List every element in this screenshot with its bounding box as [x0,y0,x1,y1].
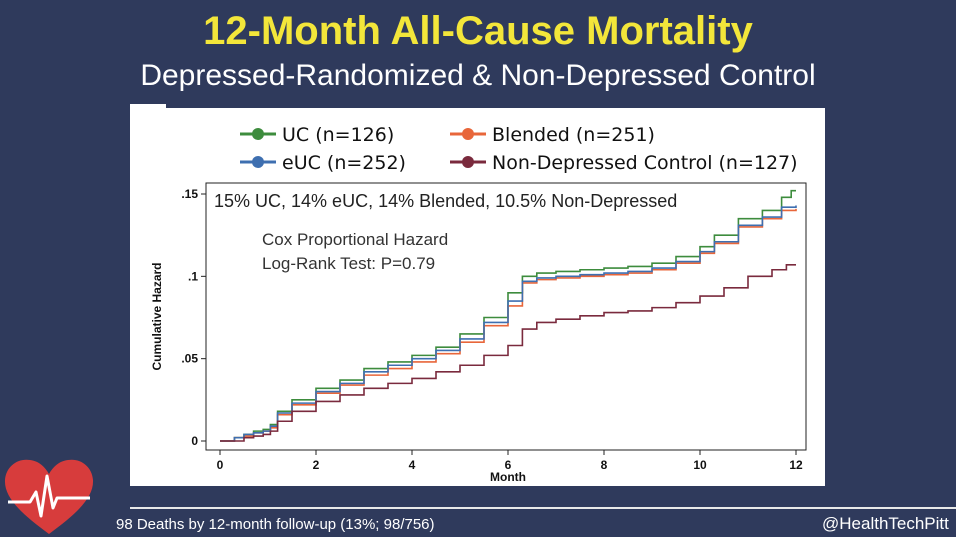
x-tick-label: 0 [217,458,224,472]
mortality-chart: UC (n=126) Blended (n=251) eUC (n=252) Non-… [150,124,807,484]
plot-frame [205,182,807,451]
axes: 0 .05 .1 .15 0 2 4 6 8 10 12 Month Cumulative Hazard [150,187,803,484]
x-tick-label: 8 [601,458,608,472]
y-tick-label: .15 [181,187,198,201]
legend-label-2: eUC (n=252) [282,152,406,174]
annotation-summary: 15% UC, 14% eUC, 14% Blended, 10.5% Non-… [214,191,677,211]
series-lines [220,189,797,442]
footer-divider [130,507,956,509]
chart-panel: UC (n=126) Blended (n=251) eUC (n=252) Non-… [130,108,825,486]
legend-marker-2 [252,156,264,168]
y-axis-label: Cumulative Hazard [150,262,164,370]
legend-marker-0 [252,128,264,140]
panel-tab [130,104,166,110]
legend-marker-3 [462,156,474,168]
slide-subtitle: Depressed-Randomized & Non-Depressed Con… [140,59,816,92]
series-line-3 [220,264,796,442]
y-tick-label: .1 [188,269,198,283]
social-handle: @HealthTechPitt [822,514,949,533]
legend-label-1: Blended (n=251) [492,124,655,146]
x-tick-label: 6 [505,458,512,472]
footnote: 98 Deaths by 12-month follow-up (13%; 98… [116,516,435,533]
annotation-model: Cox Proportional Hazard [262,230,448,249]
series-line-2 [220,205,797,442]
legend: UC (n=126) Blended (n=251) eUC (n=252) Non-… [240,124,798,174]
y-tick-label: 0 [191,434,198,448]
x-axis-label: Month [490,470,526,484]
slide-title: 12-Month All-Cause Mortality [203,9,753,53]
annotations: 15% UC, 14% eUC, 14% Blended, 10.5% Non-… [214,191,677,273]
x-tick-label: 12 [789,458,803,472]
legend-label-3: Non-Depressed Control (n=127) [492,152,798,174]
y-tick-label: .05 [181,352,198,366]
x-tick-label: 10 [693,458,707,472]
plot-border [205,182,807,451]
legend-label-0: UC (n=126) [282,124,394,146]
x-tick-label: 2 [313,458,320,472]
x-tick-label: 4 [409,458,416,472]
annotation-test: Log-Rank Test: P=0.79 [262,254,435,273]
legend-marker-1 [462,128,474,140]
heart-ekg-icon [4,459,94,534]
